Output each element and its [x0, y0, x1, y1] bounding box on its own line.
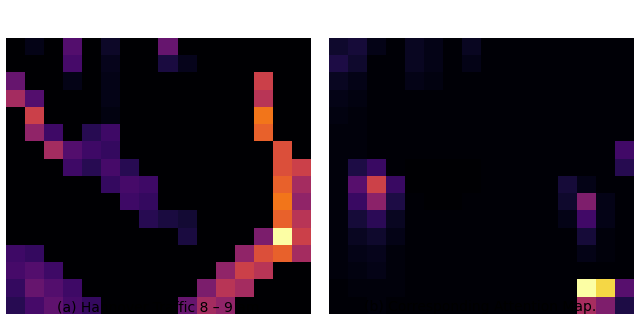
Text: (a) Hannover Traffic 8 – 9 am.: (a) Hannover Traffic 8 – 9 am. [56, 300, 264, 314]
Text: (b) Corresponding Attention Map.: (b) Corresponding Attention Map. [364, 300, 596, 314]
